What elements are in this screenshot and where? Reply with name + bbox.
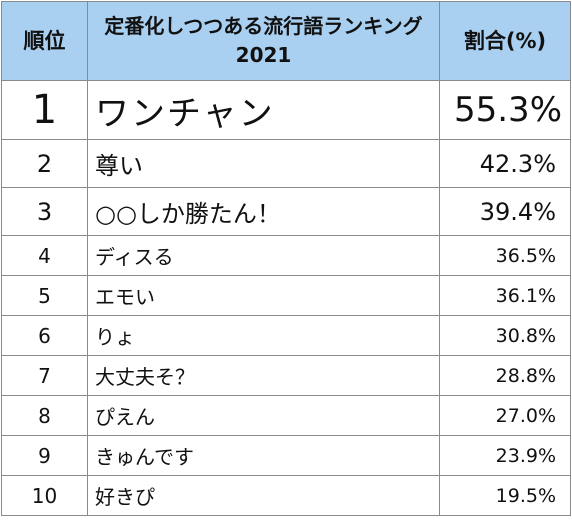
rank-header: 順位 [1, 1, 88, 81]
ratio-cell: 30.8% [439, 315, 571, 356]
table-row: 9 きゅんです 23.9% [1, 435, 571, 476]
ratio-cell: 19.5% [439, 475, 571, 516]
rank-cell: 2 [1, 139, 88, 188]
table-row: 8 ぴえん 27.0% [1, 395, 571, 436]
rank-cell: 5 [1, 275, 88, 316]
table-title: 定番化しつつある流行語ランキング 2021 [87, 1, 440, 81]
rank-cell: 10 [1, 475, 88, 516]
ratio-cell: 42.3% [439, 139, 571, 188]
table-row: 10 好きぴ 19.5% [1, 475, 571, 516]
table-row: 6 りょ 30.8% [1, 315, 571, 356]
rank-cell: 6 [1, 315, 88, 356]
term-cell: きゅんです [87, 435, 440, 476]
ratio-cell: 36.1% [439, 275, 571, 316]
term-cell: ディスる [87, 235, 440, 276]
rank-cell: 4 [1, 235, 88, 276]
term-cell: りょ [87, 315, 440, 356]
rank-cell: 9 [1, 435, 88, 476]
table-row: 3 ○○しか勝たん！ 39.4% [1, 187, 571, 236]
rank-cell: 1 [1, 80, 88, 140]
ratio-cell: 28.8% [439, 355, 571, 396]
ratio-cell: 36.5% [439, 235, 571, 276]
term-cell: 尊い [87, 139, 440, 188]
ratio-cell: 23.9% [439, 435, 571, 476]
header-row: 順位 定番化しつつある流行語ランキング 2021 割合(%) [1, 1, 571, 81]
term-cell: 大丈夫そ？ [87, 355, 440, 396]
ratio-header: 割合(%) [439, 1, 571, 81]
table-row: 7 大丈夫そ？ 28.8% [1, 355, 571, 396]
ranking-table-container: 順位 定番化しつつある流行語ランキング 2021 割合(%) 1 ワンチャン 5… [1, 1, 571, 516]
term-cell: エモい [87, 275, 440, 316]
term-cell: ぴえん [87, 395, 440, 436]
table-row: 1 ワンチャン 55.3% [1, 80, 571, 140]
term-cell: 好きぴ [87, 475, 440, 516]
table-row: 5 エモい 36.1% [1, 275, 571, 316]
ranking-table: 順位 定番化しつつある流行語ランキング 2021 割合(%) 1 ワンチャン 5… [1, 1, 571, 516]
table-row: 2 尊い 42.3% [1, 139, 571, 188]
table-row: 4 ディスる 36.5% [1, 235, 571, 276]
term-cell: ワンチャン [87, 80, 440, 140]
term-cell: ○○しか勝たん！ [87, 187, 440, 236]
rank-cell: 8 [1, 395, 88, 436]
ratio-cell: 39.4% [439, 187, 571, 236]
rank-cell: 7 [1, 355, 88, 396]
ratio-cell: 55.3% [439, 80, 571, 140]
rank-cell: 3 [1, 187, 88, 236]
ratio-cell: 27.0% [439, 395, 571, 436]
